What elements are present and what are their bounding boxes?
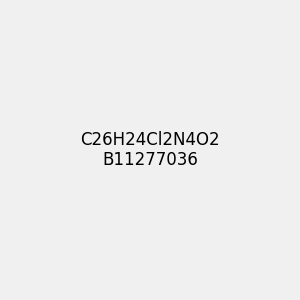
Text: C26H24Cl2N4O2
B11277036: C26H24Cl2N4O2 B11277036: [80, 130, 220, 170]
